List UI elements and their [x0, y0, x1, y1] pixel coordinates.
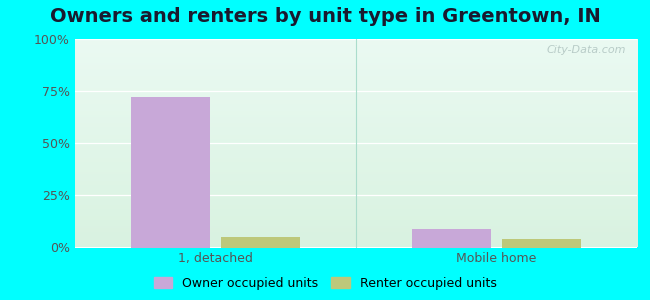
- Text: City-Data.com: City-Data.com: [546, 45, 626, 55]
- Legend: Owner occupied units, Renter occupied units: Owner occupied units, Renter occupied un…: [151, 274, 499, 292]
- Bar: [221, 237, 300, 247]
- Text: Owners and renters by unit type in Greentown, IN: Owners and renters by unit type in Green…: [49, 8, 601, 26]
- Bar: [502, 239, 581, 248]
- Bar: [412, 229, 491, 247]
- Bar: [131, 98, 210, 247]
